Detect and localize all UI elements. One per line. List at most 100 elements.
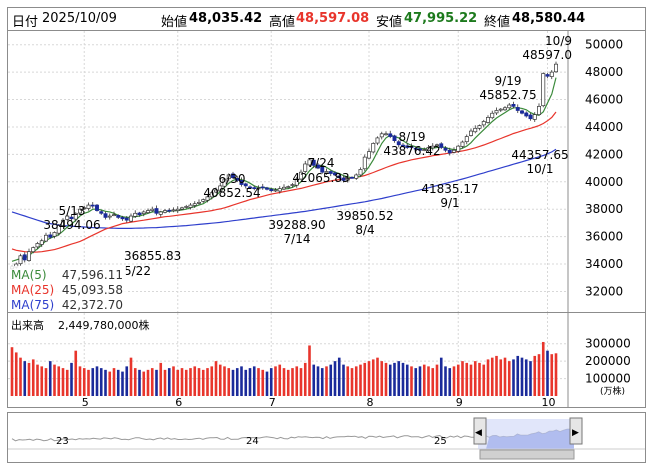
navigator-scrollbar-thumb[interactable] [479, 449, 575, 460]
candle-body [396, 141, 401, 146]
volume-bar [133, 368, 137, 396]
candle-body [375, 137, 380, 144]
annotation-date-6-30: 6/30 [219, 172, 246, 186]
volume-bar [40, 366, 44, 396]
candle-body [494, 110, 499, 114]
candle-body [405, 145, 410, 148]
legend-background [8, 266, 126, 312]
candle-body [82, 207, 87, 210]
volume-bar [507, 361, 511, 396]
volume-bar [367, 361, 371, 396]
annotation-value-10-1: 44357.65 [511, 148, 568, 162]
volume-bar [201, 369, 205, 396]
navigator-left-handle[interactable] [473, 417, 487, 445]
volume-bar [448, 368, 452, 396]
annotation-date-9-19: 9/19 [495, 74, 522, 88]
volume-bar [541, 341, 545, 396]
candle-body [388, 133, 393, 137]
candle-body [324, 171, 329, 174]
volume-bar [495, 355, 498, 396]
annotation-value-8-4: 39850.52 [336, 209, 393, 223]
volume-y-tick-2: 100000 [585, 372, 631, 386]
candle-body [56, 225, 61, 234]
navigator-right-handle[interactable] [569, 417, 583, 445]
candle-body [248, 186, 252, 189]
volume-bar [554, 353, 558, 396]
candle-body [537, 106, 541, 115]
candle-body [73, 212, 78, 220]
right-arrow-icon[interactable]: ▶ [572, 428, 579, 438]
navigator-selection[interactable] [478, 419, 574, 449]
range-navigator[interactable]: ◀ ▶ 23 24 25 [7, 412, 646, 463]
candle-body [477, 125, 482, 129]
volume-bar [388, 364, 392, 396]
volume-bar [435, 364, 439, 396]
volume-bar [155, 369, 158, 396]
volume-bar [240, 366, 243, 396]
volume-bar [414, 368, 418, 396]
volume-value: 2,449,780,000株 [58, 318, 149, 332]
volume-bar [444, 366, 447, 396]
candle-body [192, 203, 197, 206]
annotation-value-9-1: 41835.17 [421, 182, 478, 196]
open-value: 48,035.42 [189, 11, 263, 26]
volume-bar [486, 359, 490, 396]
candle-body [286, 186, 291, 188]
volume-bar [537, 354, 541, 396]
volume-bar [333, 361, 337, 396]
price-y-tick-9: 32000 [585, 284, 623, 298]
candle-body [481, 121, 486, 126]
candle-body [201, 199, 206, 202]
candle-body [273, 189, 278, 192]
volume-bar [516, 355, 520, 396]
price-y-tick-6: 38000 [585, 202, 623, 216]
annotation-value-5-22: 36855.83 [124, 249, 181, 263]
volume-bar [104, 369, 107, 396]
candle-body [426, 147, 431, 151]
annotation-date-8-4: 8/4 [355, 223, 374, 237]
volume-y-tick-1: 200000 [585, 354, 631, 368]
candle-body [328, 171, 333, 174]
candle-body [22, 254, 27, 261]
volume-bar [138, 369, 141, 396]
volume-bar [227, 368, 231, 396]
candle-body [460, 141, 465, 147]
volume-x-tick-8: 8 [367, 396, 374, 407]
candle-body [78, 208, 82, 214]
volume-bar [546, 350, 549, 396]
volume-x-tick-10: 10 [542, 396, 556, 407]
volume-bar [342, 364, 345, 396]
candle-body [167, 209, 172, 212]
candle-body [184, 206, 189, 208]
candle-body [409, 146, 414, 148]
left-arrow-icon[interactable]: ◀ [475, 428, 482, 438]
price-y-tick-7: 36000 [585, 230, 623, 244]
candle-body [52, 232, 57, 237]
navigator-chart[interactable]: ◀ ▶ 23 24 25 [8, 413, 645, 462]
volume-bar [410, 366, 413, 396]
volume-bar [218, 364, 222, 396]
volume-bar [99, 368, 103, 396]
candle-body [515, 107, 520, 111]
candle-body [379, 133, 384, 138]
annotation-value-10-9: 48597.0 [522, 48, 572, 62]
candle-body [435, 144, 439, 147]
candle-body [418, 148, 422, 151]
volume-label: 出来高 [11, 318, 44, 332]
volume-x-axis: 5 6 7 8 9 10 [82, 396, 556, 409]
volume-bar [23, 361, 27, 396]
volume-bar [112, 368, 116, 396]
ohlc-header: 日付 2025/10/09 始値 48,035.42 高値 48,597.08 … [7, 7, 646, 31]
candle-body [413, 147, 418, 150]
candle-body [456, 145, 461, 152]
candle-body [112, 214, 116, 217]
candle-body [541, 73, 546, 107]
price-y-axis: 50000 48000 46000 44000 42000 40000 38000 36000… [585, 38, 623, 299]
candle-body [235, 178, 240, 181]
price-y-tick-5: 40000 [585, 175, 623, 189]
price-chart-panel: 5/13 38494.06 5/22 36855.83 6/30 40852.54 7/24… [7, 30, 646, 327]
volume-bar [167, 368, 171, 396]
candle-body [367, 151, 371, 159]
volume-bar [172, 366, 175, 396]
candle-body [528, 114, 533, 120]
